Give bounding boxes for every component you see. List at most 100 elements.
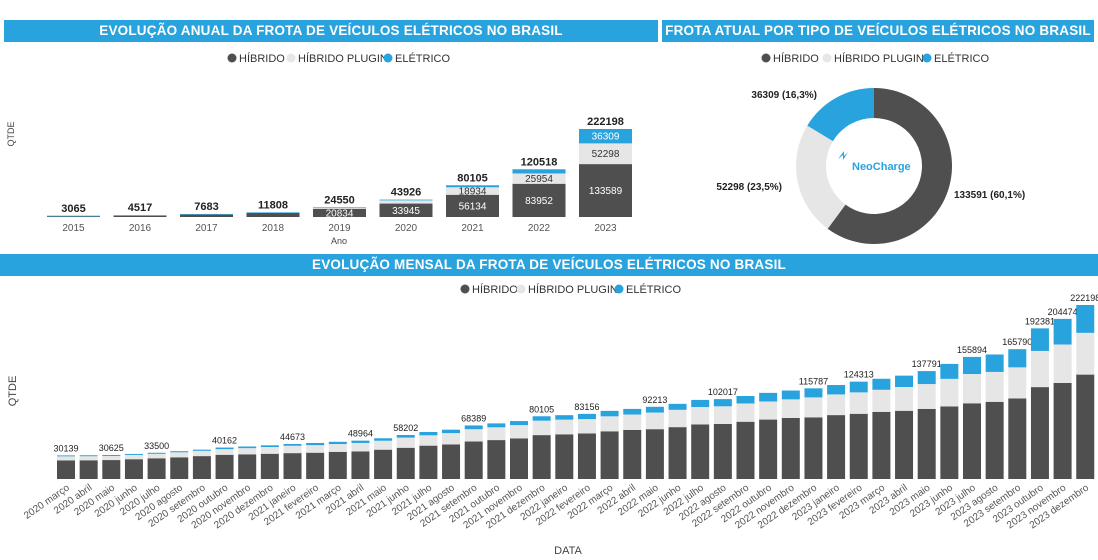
annual-total-2023: 222198 — [587, 116, 624, 128]
annual-bar-hibrido-2018 — [246, 212, 300, 217]
monthly-total-35: 124313 — [844, 370, 874, 380]
annual-tick-2018: 2018 — [262, 223, 285, 234]
annual-label-eletrico-2023: 36309 — [592, 132, 620, 143]
donut-label-plugin: 52298 (23,5%) — [716, 182, 782, 193]
monthly-bar-plugin-25 — [623, 414, 642, 430]
monthly-bar-eletrico-23 — [577, 413, 596, 420]
monthly-bar-eletrico-24 — [600, 410, 619, 417]
monthly-bar-eletrico-22 — [555, 415, 574, 420]
legend-plugin-label: HÍBRIDO PLUGIN — [298, 52, 388, 65]
monthly-bar-plugin-10 — [283, 445, 302, 454]
monthly-bar-plugin-17 — [442, 433, 461, 445]
monthly-bar-hibrido-41 — [985, 401, 1004, 479]
annual-bar-eletrico-2021 — [446, 185, 499, 188]
annual-total-2021: 80105 — [457, 172, 488, 184]
monthly-bar-eletrico-45 — [1076, 305, 1095, 333]
monthly-total-23: 83156 — [574, 402, 599, 412]
monthly-bar-plugin-37 — [895, 387, 914, 411]
monthly-bar-hibrido-39 — [940, 406, 959, 479]
annual-tick-2020: 2020 — [395, 223, 418, 234]
monthly-bar-eletrico-0 — [57, 455, 75, 457]
monthly-bar-eletrico-21 — [532, 416, 551, 421]
annual-bar-eletrico-2015 — [47, 215, 100, 217]
monthly-bar-plugin-30 — [736, 403, 755, 422]
monthly-bar-eletrico-25 — [623, 408, 642, 415]
monthly-total-33: 115787 — [799, 376, 828, 386]
annual-bar-eletrico-2016 — [113, 215, 167, 216]
monthly-bar-plugin-8 — [238, 448, 257, 455]
monthly-total-38: 137791 — [912, 359, 942, 369]
monthly-y-axis-label: QTDE — [7, 376, 19, 407]
donut-legend: HÍBRIDO HÍBRIDO PLUGIN ELÉTRICO — [761, 52, 989, 65]
monthly-bar-plugin-29 — [713, 406, 732, 424]
annual-bar-hibrido-2020 — [379, 203, 433, 217]
monthly-bar-plugin-16 — [419, 435, 438, 446]
monthly-bar-eletrico-20 — [510, 421, 528, 426]
monthly-total-45: 222198 — [1070, 293, 1098, 303]
monthly-bar-plugin-7 — [215, 449, 234, 455]
legend-plugin-marker — [286, 53, 296, 63]
monthly-bar-eletrico-34 — [827, 385, 846, 395]
monthly-bar-hibrido-35 — [849, 413, 868, 479]
monthly-bar-plugin-43 — [1030, 350, 1049, 388]
annual-total-2017: 7683 — [194, 201, 218, 213]
monthly-bar-hibrido-12 — [328, 451, 347, 479]
annual-label-hibrido-2019: 20834 — [326, 208, 354, 219]
monthly-bar-hibrido-13 — [351, 451, 370, 479]
annual-label-hibrido-2021: 56134 — [459, 201, 487, 212]
lightning-icon — [838, 151, 848, 160]
monthly-bar-eletrico-37 — [895, 375, 914, 388]
monthly-bar-hibrido-25 — [623, 429, 642, 479]
monthly-bar-hibrido-17 — [442, 444, 461, 479]
monthly-chart-title: EVOLUÇÃO MENSAL DA FROTA DE VEÍCULOS ELÉ… — [0, 254, 1098, 276]
annual-bar-hibrido-2023 — [579, 164, 632, 217]
monthly-total-21: 80105 — [529, 404, 554, 414]
monthly-bar-eletrico-2 — [102, 455, 121, 456]
monthly-bar-eletrico-9 — [260, 445, 279, 448]
monthly-bar-plugin-32 — [781, 399, 800, 418]
current-fleet-title: FROTA ATUAL POR TIPO DE VEÍCULOS ELÉTRIC… — [662, 20, 1094, 42]
annual-y-axis-label: QTDE — [6, 121, 16, 146]
monthly-bar-eletrico-4 — [147, 452, 166, 454]
monthly-bar-plugin-40 — [963, 374, 981, 404]
monthly-bar-hibrido-40 — [963, 403, 981, 479]
monthly-bar-hibrido-7 — [215, 454, 234, 479]
monthly-bar-plugin-34 — [827, 394, 846, 416]
annual-total-2016: 4517 — [128, 202, 152, 214]
monthly-bar-hibrido-38 — [917, 408, 936, 479]
monthly-legend-plugin-label: HÍBRIDO PLUGIN — [528, 283, 618, 296]
monthly-bar-plugin-6 — [192, 450, 211, 457]
monthly-bar-plugin-4 — [147, 453, 166, 459]
annual-tick-2022: 2022 — [528, 223, 551, 234]
monthly-bar-plugin-38 — [917, 384, 936, 409]
annual-bar-eletrico-2017 — [180, 213, 233, 215]
donut-slices: 133591 (60,1%) 52298 (23,5%) 36309 (16,3%) — [716, 88, 1025, 244]
monthly-bar-eletrico-41 — [985, 354, 1004, 372]
monthly-bar-hibrido-16 — [419, 445, 438, 479]
annual-total-2022: 120518 — [521, 156, 558, 168]
monthly-total-13: 48964 — [348, 429, 373, 439]
donut-slice-plugin — [796, 125, 846, 229]
monthly-bar-plugin-19 — [487, 427, 506, 441]
monthly-bar-eletrico-29 — [713, 399, 732, 407]
annual-tick-2016: 2016 — [129, 223, 152, 234]
monthly-bar-eletrico-8 — [238, 446, 257, 449]
donut-label-hibrido: 133591 (60,1%) — [954, 190, 1025, 201]
monthly-bar-hibrido-22 — [555, 434, 574, 479]
monthly-bar-eletrico-1 — [79, 455, 98, 457]
annual-bar-hibrido-2017 — [180, 214, 233, 217]
monthly-bar-plugin-26 — [645, 412, 664, 430]
monthly-legend-hibrido-marker — [460, 284, 470, 294]
monthly-bar-eletrico-43 — [1030, 328, 1049, 351]
monthly-bar-eletrico-15 — [396, 434, 415, 438]
donut-slice-hibrido — [827, 88, 952, 244]
monthly-bar-hibrido-26 — [645, 429, 664, 479]
annual-label-plugin-2021: 18934 — [459, 187, 487, 198]
monthly-bar-eletrico-31 — [759, 392, 778, 402]
monthly-bar-plugin-3 — [124, 454, 143, 460]
monthly-bar-plugin-0 — [57, 456, 75, 461]
monthly-bar-eletrico-14 — [374, 438, 393, 441]
annual-bar-chart: HÍBRIDO HÍBRIDO PLUGIN ELÉTRICO QTDE 306… — [6, 52, 632, 246]
donut-legend-eletrico-label: ELÉTRICO — [934, 52, 989, 65]
